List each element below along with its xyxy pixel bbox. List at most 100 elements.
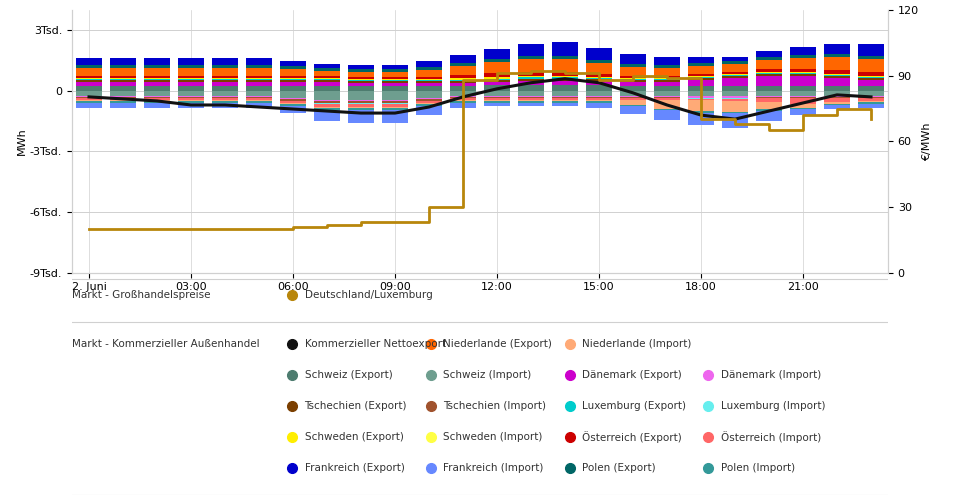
Bar — [348, 80, 373, 81]
Bar — [756, 98, 781, 102]
Bar — [144, 76, 170, 78]
Bar — [756, 86, 781, 91]
Bar — [825, 102, 850, 104]
Bar — [280, 86, 305, 91]
Bar — [76, 65, 102, 68]
Bar — [417, 99, 442, 100]
Bar — [552, 100, 578, 101]
Bar — [450, 82, 476, 86]
Bar — [280, 99, 305, 100]
Bar — [450, 63, 476, 66]
Bar — [110, 80, 135, 82]
Bar — [587, 91, 612, 96]
Bar — [179, 97, 204, 98]
Bar — [348, 86, 373, 91]
Bar — [620, 96, 646, 97]
Bar — [314, 100, 340, 101]
Bar — [314, 110, 340, 121]
Bar — [552, 80, 578, 85]
Bar — [620, 98, 646, 100]
Bar — [484, 62, 510, 74]
Bar — [858, 80, 884, 86]
Bar — [587, 80, 612, 85]
Bar — [110, 100, 135, 101]
Bar — [450, 91, 476, 96]
Bar — [417, 80, 442, 81]
Bar — [417, 101, 442, 103]
Bar — [858, 86, 884, 91]
Bar — [450, 86, 476, 91]
Bar — [722, 62, 748, 64]
Bar — [790, 97, 816, 98]
Text: Schweiz (Import): Schweiz (Import) — [444, 370, 532, 380]
Bar — [382, 104, 408, 106]
Bar — [110, 76, 135, 78]
Bar — [348, 78, 373, 79]
Bar — [722, 99, 748, 100]
Bar — [110, 58, 135, 65]
Text: Polen (Export): Polen (Export) — [582, 464, 656, 473]
Text: Tschechien (Export): Tschechien (Export) — [304, 401, 407, 411]
Bar — [212, 101, 238, 103]
Bar — [587, 74, 612, 77]
Bar — [76, 58, 102, 65]
Bar — [655, 80, 680, 82]
Bar — [247, 76, 272, 78]
Bar — [620, 82, 646, 86]
Bar — [518, 79, 543, 80]
Bar — [484, 103, 510, 106]
Bar — [858, 98, 884, 101]
Bar — [790, 58, 816, 69]
Bar — [518, 80, 543, 85]
Bar — [110, 86, 135, 91]
Bar — [280, 66, 305, 70]
Bar — [587, 98, 612, 100]
Text: Niederlande (Import): Niederlande (Import) — [582, 339, 691, 349]
Bar — [756, 72, 781, 74]
Bar — [76, 96, 102, 97]
Bar — [382, 91, 408, 100]
Bar — [518, 101, 543, 103]
Bar — [417, 106, 442, 115]
Bar — [825, 104, 850, 106]
Bar — [722, 74, 748, 76]
Bar — [688, 86, 713, 91]
Bar — [450, 97, 476, 98]
Bar — [587, 63, 612, 74]
Bar — [247, 96, 272, 97]
Bar — [756, 96, 781, 97]
Bar — [247, 78, 272, 80]
Bar — [722, 78, 748, 86]
Bar — [314, 80, 340, 82]
Bar — [110, 65, 135, 68]
Bar — [247, 82, 272, 86]
Bar — [825, 78, 850, 86]
Bar — [825, 86, 850, 91]
Bar — [655, 96, 680, 97]
Bar — [655, 97, 680, 98]
Bar — [518, 76, 543, 78]
Bar — [348, 100, 373, 101]
Bar — [76, 101, 102, 103]
Bar — [858, 104, 884, 108]
Bar — [552, 101, 578, 103]
Bar — [518, 97, 543, 98]
Bar — [314, 82, 340, 86]
Bar — [858, 44, 884, 56]
Bar — [382, 78, 408, 79]
Bar — [450, 80, 476, 81]
Bar — [348, 104, 373, 106]
Bar — [518, 59, 543, 72]
Bar — [655, 91, 680, 96]
Bar — [484, 97, 510, 98]
Bar — [825, 76, 850, 78]
Bar — [76, 97, 102, 98]
Bar — [688, 64, 713, 66]
Bar — [450, 66, 476, 76]
Bar — [620, 67, 646, 76]
Bar — [620, 97, 646, 98]
Bar — [212, 80, 238, 82]
Bar — [858, 72, 884, 76]
Bar — [382, 79, 408, 80]
Bar — [756, 51, 781, 57]
